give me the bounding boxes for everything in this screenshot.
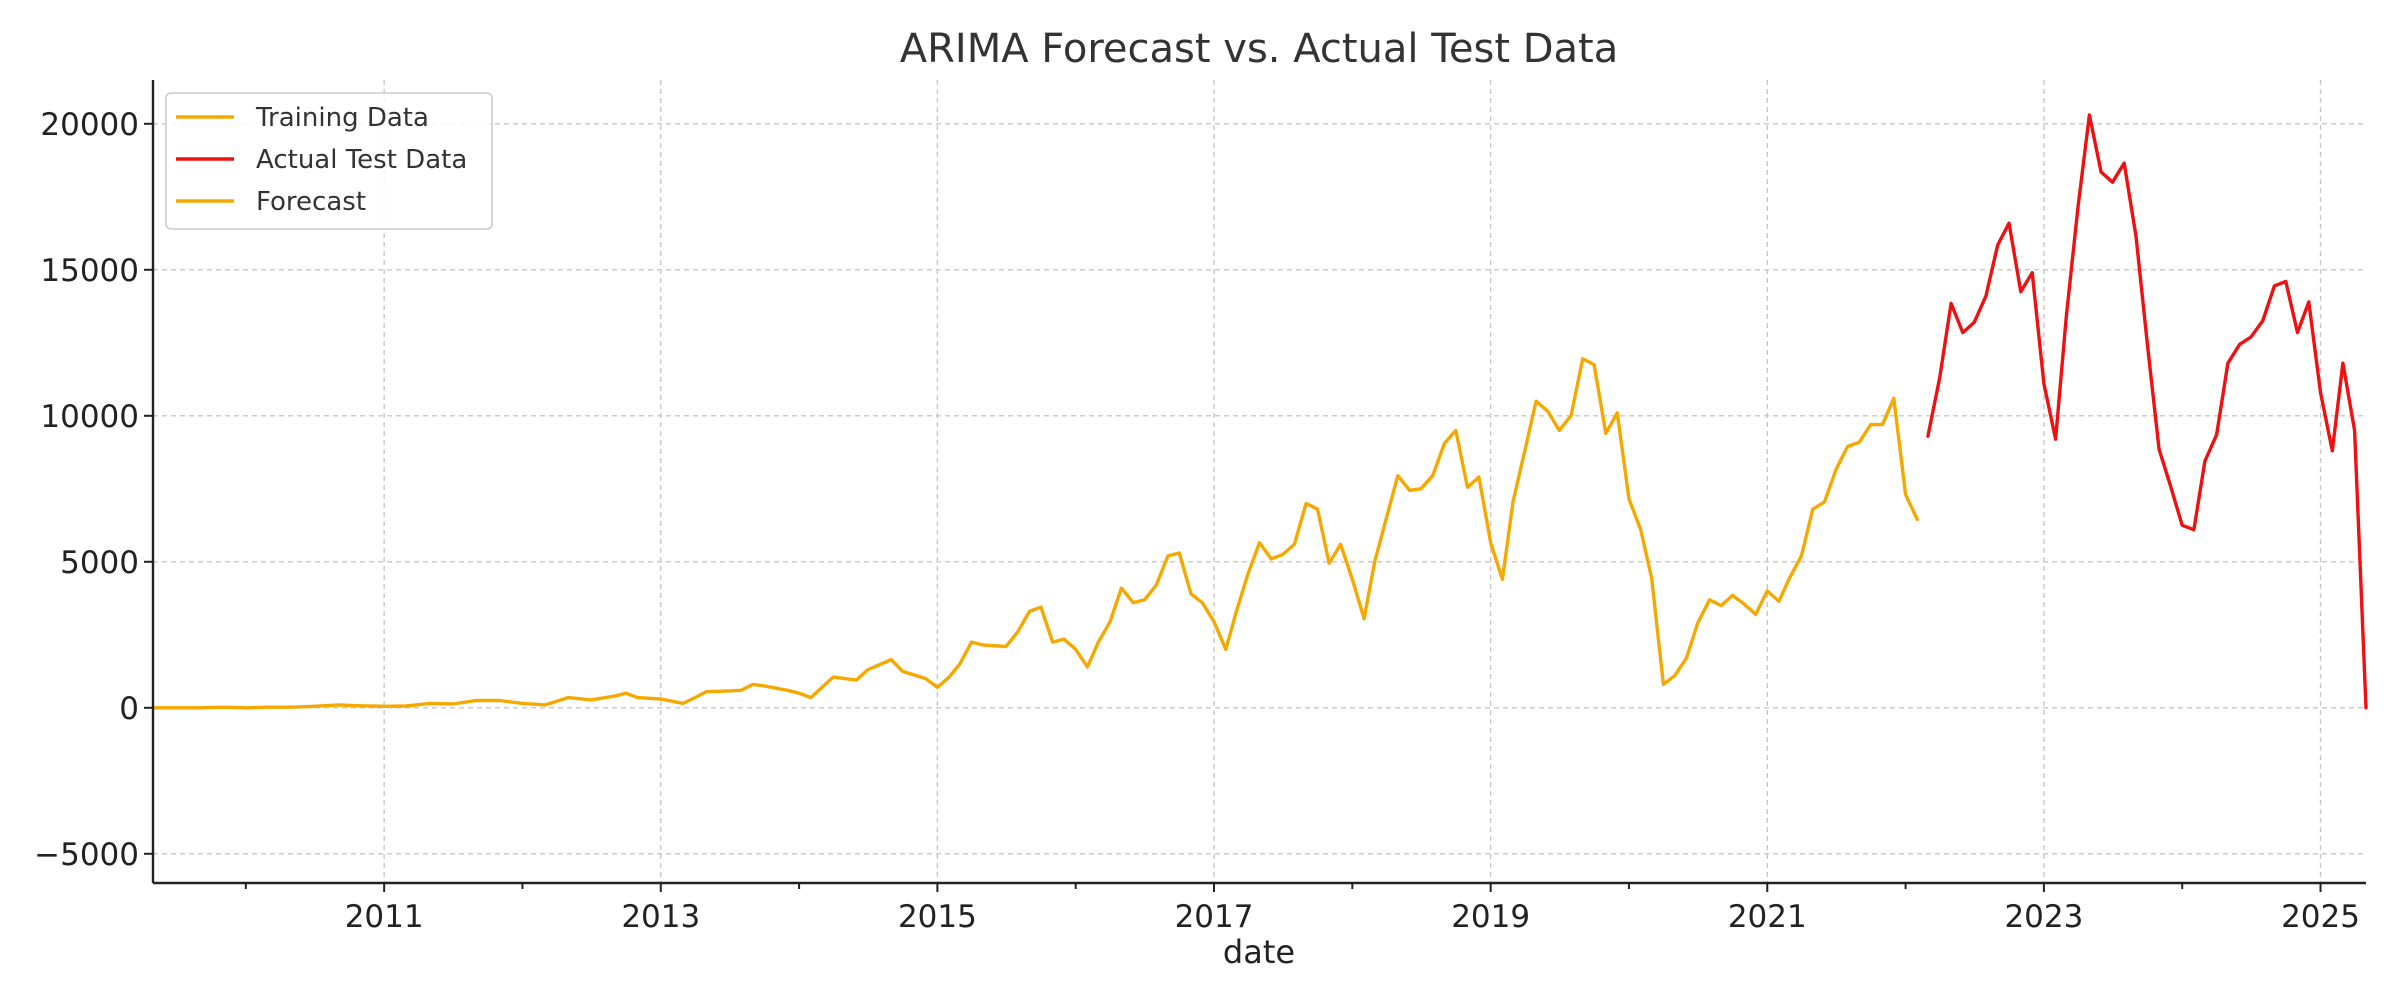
legend-box — [165, 92, 493, 230]
y-tick-label: −5000 — [34, 837, 139, 873]
chart-title: ARIMA Forecast vs. Actual Test Data — [900, 26, 1618, 72]
x-tick-label: 2017 — [1175, 899, 1254, 935]
grid-lines — [153, 80, 2366, 883]
legend-entries: Training Data Actual Test Data Forecast — [176, 103, 467, 217]
x-tick-label: 2011 — [345, 899, 424, 935]
y-tick-label: 20000 — [40, 107, 139, 143]
series-line-0 — [151, 357, 1920, 710]
legend-label: Training Data — [255, 103, 429, 133]
x-tick-label: 2015 — [898, 899, 977, 935]
x-tick-label: 2021 — [1728, 899, 1807, 935]
y-tick-label: 0 — [119, 691, 139, 727]
x-tick-label: 2013 — [621, 899, 700, 935]
x-tick-label: 2025 — [2281, 899, 2360, 935]
legend-label: Actual Test Data — [256, 145, 467, 175]
x-tick-label: 2023 — [2004, 899, 2083, 935]
y-tick-label: 15000 — [40, 253, 139, 289]
legend-label: Forecast — [256, 187, 366, 217]
y-tick-label: 10000 — [40, 399, 139, 435]
ticks: 2011 2013 2015 2017 2019 2021 2023 2025 −5000 0 50… — [34, 107, 2360, 935]
x-tick-label: 2019 — [1451, 899, 1530, 935]
y-tick-label: 5000 — [60, 545, 139, 581]
series-line-1 — [1926, 113, 2368, 710]
legend: Training Data Actual Test Data Forecast — [165, 92, 493, 230]
x-axis-label: date — [1223, 933, 1295, 971]
series-lines — [151, 113, 2368, 710]
